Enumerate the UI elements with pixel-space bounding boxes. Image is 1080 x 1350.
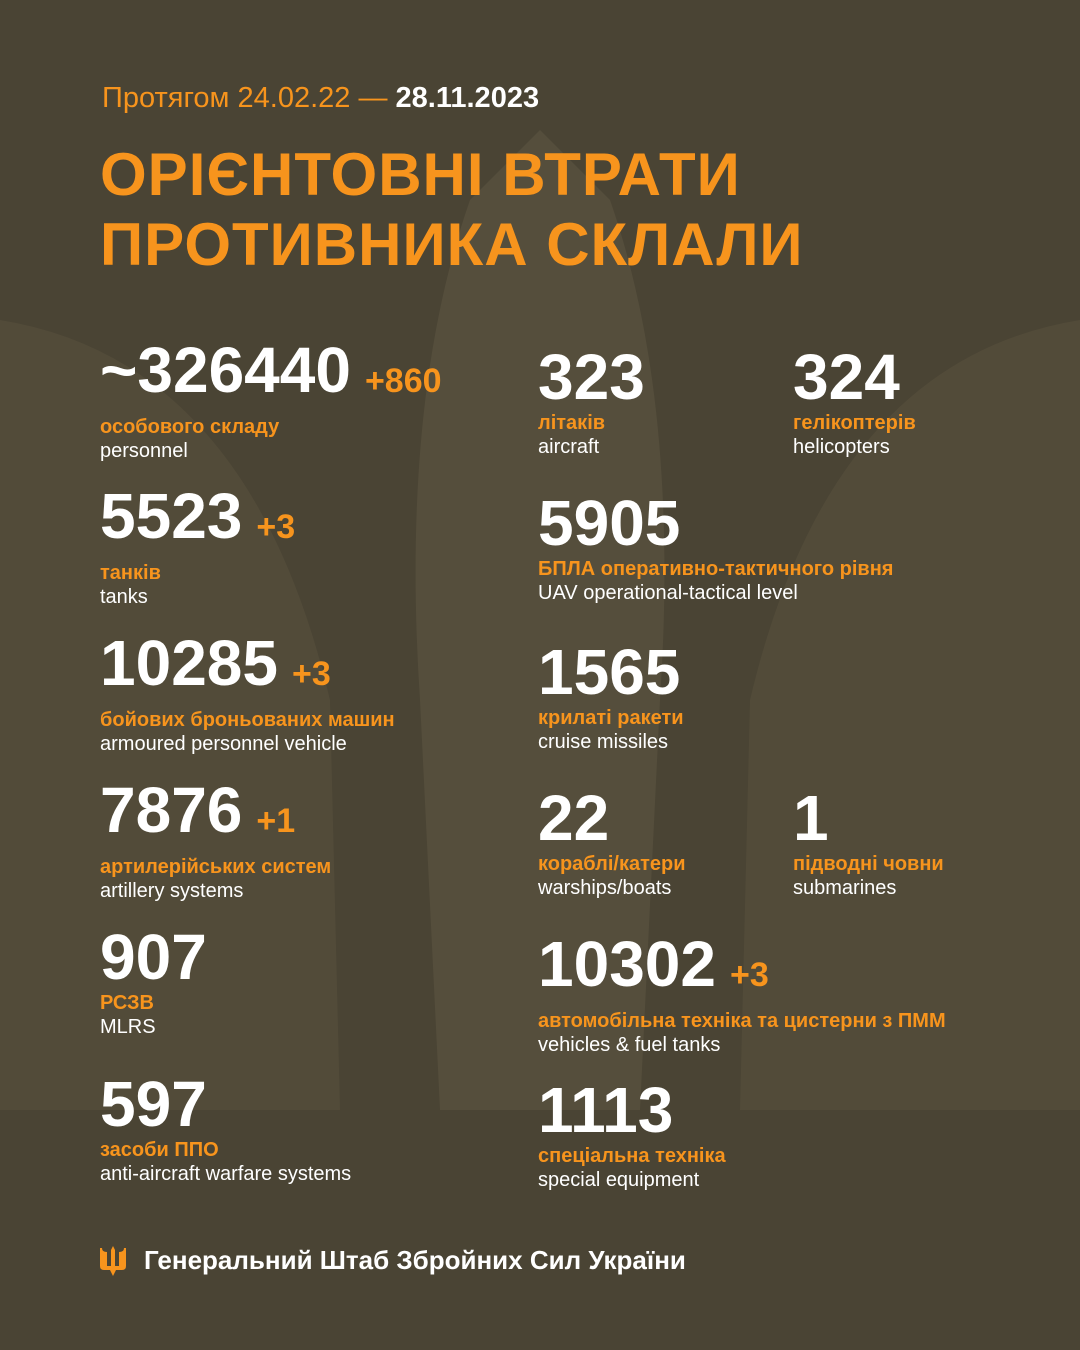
stat-personnel: ~326440 +860 особового складу personnel <box>100 338 442 463</box>
stat-value: 10302 <box>538 928 716 1000</box>
stat-label-en: personnel <box>100 440 188 462</box>
stat-value: 1 <box>793 782 829 854</box>
stat-submarines: 1 підводні човни submarines <box>793 786 944 900</box>
stat-label-ua: літаків <box>538 412 606 434</box>
stat-label-en: aircraft <box>538 436 600 458</box>
stat-delta: +1 <box>256 802 296 840</box>
stat-delta: +3 <box>729 956 769 994</box>
stat-label-en: UAV operational-tactical level <box>538 582 798 604</box>
stat-label-en: vehicles & fuel tanks <box>538 1034 721 1056</box>
stat-vehicles: 10302 +3 автомобільна техніка та цистерни … <box>538 932 946 1057</box>
stat-label-ua: спеціальна техніка <box>538 1145 726 1167</box>
stat-aircraft: 323 літаків aircraft <box>538 345 645 459</box>
stat-label-ua: танків <box>100 562 161 584</box>
stat-value: 5905 <box>538 487 681 559</box>
stat-label-ua: автомобільна техніка та цистерни з ПММ <box>538 1010 946 1032</box>
stat-label-en: submarines <box>793 877 897 899</box>
stat-value: 324 <box>793 341 900 413</box>
title-line-1: ОРІЄНТОВНІ ВТРАТИ <box>100 141 741 208</box>
period: Протягом 24.02.22 — 28.11.2023 <box>102 82 539 115</box>
stat-label-ua: особового складу <box>100 416 280 438</box>
footer-org-name: Генеральний Штаб Збройних Сил України <box>144 1245 686 1275</box>
stat-special-equipment: 1113 спеціальна техніка special equipment <box>538 1078 726 1192</box>
stat-label-en: helicopters <box>793 436 890 458</box>
stat-label-ua: крилаті ракети <box>538 707 684 729</box>
footer: Генеральний Штаб Збройних Сил України <box>100 1245 686 1276</box>
stat-value: 1565 <box>538 636 681 708</box>
stat-label-ua: артилерійських систем <box>100 856 332 878</box>
stat-mlrs: 907 РСЗВ MLRS <box>100 925 207 1039</box>
stat-delta: +3 <box>256 508 296 546</box>
stat-value: 5523 <box>100 480 243 552</box>
stat-artillery: 7876 +1 артилерійських систем artillery sys… <box>100 778 331 903</box>
stat-value: 597 <box>100 1068 207 1140</box>
stat-label-en: warships/boats <box>538 877 672 899</box>
page-title: ОРІЄНТОВНІ ВТРАТИ ПРОТИВНИКА СКЛАЛИ <box>100 140 804 280</box>
stat-cruise-missiles: 1565 крилаті ракети cruise missiles <box>538 640 684 754</box>
title-line-2: ПРОТИВНИКА СКЛАЛИ <box>100 211 804 278</box>
stat-apv: 10285 +3 бойових броньованих машин armoured… <box>100 631 395 756</box>
stat-uav: 5905 БПЛА оперативно-тактичного рівня UAV … <box>538 491 893 605</box>
stat-label-en: cruise missiles <box>538 731 669 753</box>
stat-label-en: anti-aircraft warfare systems <box>100 1163 352 1185</box>
stat-warships: 22 кораблі/катери warships/boats <box>538 786 686 900</box>
stat-label-ua: бойових броньованих машин <box>100 709 395 731</box>
stat-label-ua: БПЛА оперативно-тактичного рівня <box>538 558 894 580</box>
stat-value: 323 <box>538 341 645 413</box>
stat-value: 7876 <box>100 774 243 846</box>
stat-label-en: artillery systems <box>100 880 244 902</box>
stat-label-en: tanks <box>100 586 148 608</box>
stat-helicopters: 324 гелікоптерів helicopters <box>793 345 916 459</box>
stat-delta: +3 <box>291 655 331 693</box>
stat-label-ua: РСЗВ <box>100 992 154 1014</box>
stat-label-en: special equipment <box>538 1169 700 1191</box>
trident-icon <box>100 1245 126 1276</box>
period-start: Протягом 24.02.22 — <box>102 82 388 114</box>
stat-label-ua: підводні човни <box>793 853 944 875</box>
period-end: 28.11.2023 <box>395 82 540 114</box>
stat-value: 907 <box>100 921 207 993</box>
stat-value: ~326440 <box>100 334 351 406</box>
stat-tanks: 5523 +3 танків tanks <box>100 484 295 609</box>
stat-label-ua: кораблі/катери <box>538 853 686 875</box>
stat-label-en: MLRS <box>100 1016 156 1038</box>
stat-label-ua: засоби ППО <box>100 1139 219 1161</box>
stat-delta: +860 <box>364 362 442 400</box>
stat-value: 10285 <box>100 627 278 699</box>
stat-value: 1113 <box>538 1074 674 1146</box>
stat-value: 22 <box>538 782 610 854</box>
stat-air-defense: 597 засоби ППО anti-aircraft warfare syste… <box>100 1072 351 1186</box>
stat-label-ua: гелікоптерів <box>793 412 916 434</box>
stat-label-en: armoured personnel vehicle <box>100 733 347 755</box>
